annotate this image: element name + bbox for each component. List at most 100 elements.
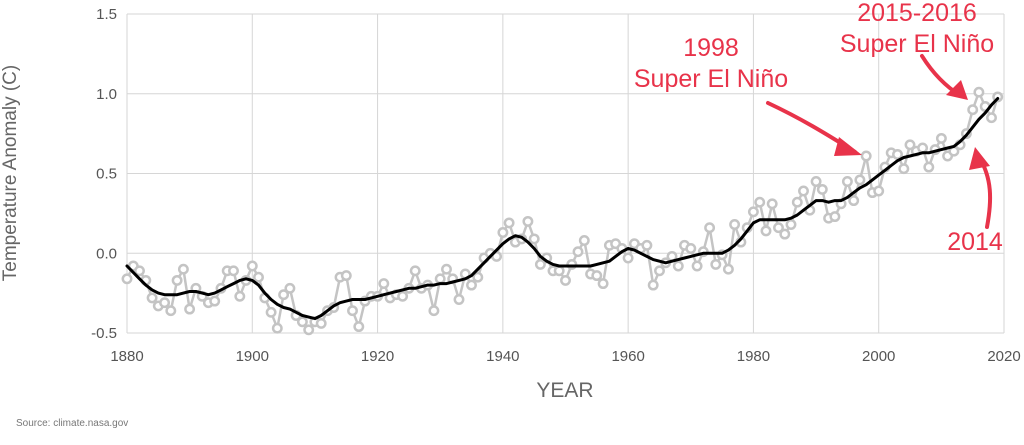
x-axis-label: YEAR [536, 379, 593, 402]
data-point [685, 243, 697, 254]
x-tick-label: 1940 [486, 348, 519, 365]
data-point [898, 163, 910, 175]
data-point [591, 270, 603, 282]
data-point [228, 265, 239, 277]
data-point [760, 225, 772, 237]
data-point [503, 217, 515, 229]
data-point [472, 271, 484, 283]
grid [126, 13, 1005, 334]
data-point [729, 219, 741, 230]
data-point [572, 246, 584, 258]
data-point [779, 228, 791, 240]
annotation-arrows [766, 54, 993, 229]
data-point [560, 274, 571, 286]
data-point [278, 289, 290, 301]
data-point [923, 161, 935, 173]
data-point [177, 263, 189, 275]
data-point [409, 265, 421, 277]
data-point [641, 239, 653, 251]
data-point [453, 294, 465, 305]
y-tick-label: 1.5 [96, 6, 117, 23]
data-point [917, 142, 929, 154]
data-point [647, 279, 659, 291]
y-axis-label: Temperature Anomaly (C) [0, 65, 21, 281]
data-point [785, 219, 797, 230]
data-point [848, 195, 860, 207]
data-point [246, 260, 258, 272]
data-point [935, 132, 947, 144]
data-point [754, 196, 766, 208]
data-point [284, 282, 296, 294]
data-point [134, 265, 145, 277]
data-point [654, 265, 665, 277]
data-point [967, 104, 979, 116]
data-point [553, 265, 565, 277]
arrowhead-2015-2016 [946, 80, 968, 100]
annual-series [121, 86, 1004, 336]
data-point [121, 273, 133, 285]
x-tick-label: 2000 [862, 348, 895, 365]
x-tick-label: 1900 [236, 348, 269, 365]
data-point [691, 260, 703, 272]
data-point [904, 139, 916, 151]
data-point [522, 215, 534, 227]
annotation-2015-2016-line2: Super El Niño [840, 30, 994, 58]
source-note: Source: climate.nasa.gov [16, 418, 129, 429]
data-point [209, 295, 221, 307]
data-point [296, 316, 308, 328]
data-point [722, 263, 734, 275]
data-point [860, 150, 872, 162]
data-point [253, 271, 264, 283]
data-point [829, 211, 841, 223]
x-tick-label: 1980 [737, 348, 770, 365]
data-point [528, 233, 540, 245]
data-point [165, 305, 177, 317]
x-tick-label: 2020 [987, 348, 1020, 365]
data-point [347, 305, 358, 317]
data-point [303, 324, 315, 336]
y-tick-label: 0.0 [96, 245, 117, 262]
data-point [854, 174, 866, 186]
annotation-2014: 2014 [947, 228, 1003, 256]
data-point [986, 112, 997, 124]
y-tick-label: 1.0 [96, 86, 117, 103]
data-point [234, 290, 246, 302]
x-tick-label: 1920 [361, 348, 394, 365]
data-point [672, 260, 684, 272]
x-tick-label: 1880 [110, 348, 143, 365]
y-tick-label: 0.5 [96, 166, 117, 183]
y-tick-label: -0.5 [91, 325, 117, 342]
annotation-1998-line1: 1998 [683, 34, 739, 62]
data-point [171, 274, 183, 286]
data-point [892, 148, 903, 160]
x-tick-labels: 1880 1900 1920 1940 1960 1980 2000 2020 [110, 348, 1020, 365]
data-point [265, 306, 277, 318]
data-point [271, 322, 283, 334]
data-point [597, 278, 609, 290]
series-layer [121, 86, 1004, 336]
data-point [441, 263, 452, 275]
data-point [315, 317, 327, 329]
data-point [798, 185, 809, 197]
data-point [810, 176, 822, 187]
smoothed-trend-line [125, 97, 1000, 321]
data-point [428, 305, 440, 317]
arrowhead-1998 [834, 137, 862, 156]
annual-series-line [125, 90, 999, 332]
data-point [766, 198, 778, 210]
annotation-1998-line2: Super El Niño [634, 65, 788, 93]
data-point [353, 321, 365, 333]
data-point [146, 292, 158, 304]
data-point [622, 252, 634, 264]
data-point [710, 258, 722, 270]
y-tick-labels: -0.5 0.0 0.5 1.0 1.5 [91, 6, 117, 342]
data-point [497, 227, 509, 238]
annotation-2015-2016-line1: 2015-2016 [857, 0, 977, 27]
data-point [973, 86, 985, 98]
data-point [704, 222, 716, 234]
data-point [340, 270, 352, 282]
annotation-labels: 1998 Super El Niño 2015-2016 Super El Ni… [634, 0, 1003, 256]
x-tick-label: 1960 [611, 348, 644, 365]
data-point [841, 176, 853, 187]
data-point [434, 273, 446, 285]
